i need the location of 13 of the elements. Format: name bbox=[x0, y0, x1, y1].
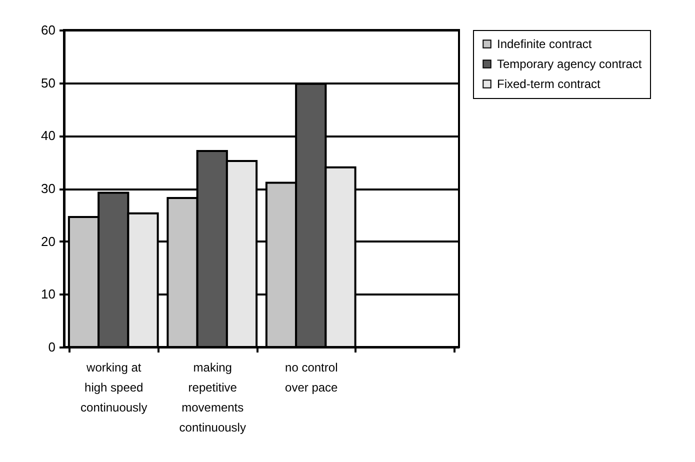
y-tick-label: 40 bbox=[41, 128, 56, 144]
x-tick-label: no control over pace bbox=[285, 360, 338, 394]
y-tick-label: 30 bbox=[41, 181, 56, 196]
legend-label: Temporary agency contract bbox=[497, 57, 642, 71]
y-tick-label: 0 bbox=[48, 340, 56, 354]
y-tick-label: 20 bbox=[41, 234, 56, 249]
y-tick-label: 50 bbox=[41, 75, 56, 90]
legend-label: Indefinite contract bbox=[497, 37, 592, 51]
y-tick-label: 10 bbox=[41, 286, 56, 302]
x-tick-label: working at high speed continuously bbox=[80, 360, 148, 414]
legend-label: Fixed-term contract bbox=[497, 77, 602, 91]
y-tick-label: 60 bbox=[41, 22, 56, 38]
x-tick-label: making repetitive movements continuously bbox=[179, 360, 246, 434]
